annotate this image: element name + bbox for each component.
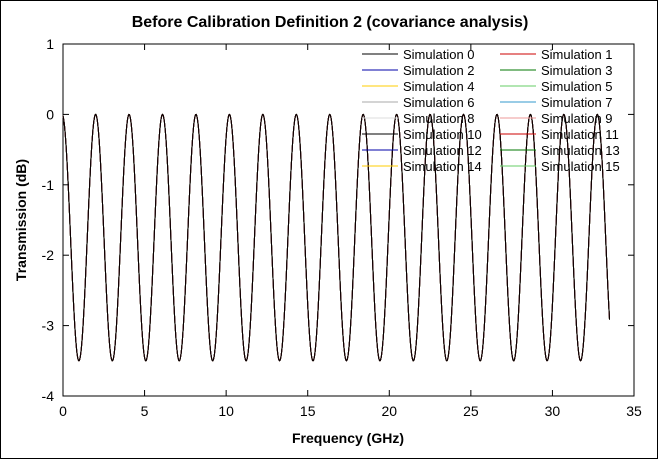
y-tick-label: -4 xyxy=(42,388,55,404)
legend-label: Simulation 6 xyxy=(403,95,475,110)
legend-label: Simulation 13 xyxy=(541,143,620,158)
x-tick-label: 20 xyxy=(381,403,397,419)
x-tick-label: 10 xyxy=(218,403,234,419)
legend-label: Simulation 5 xyxy=(541,79,613,94)
x-tick-label: 35 xyxy=(626,403,642,419)
legend-label: Simulation 7 xyxy=(541,95,613,110)
chart-title: Before Calibration Definition 2 (covaria… xyxy=(132,14,529,31)
legend-label: Simulation 14 xyxy=(403,159,482,174)
legend-label: Simulation 11 xyxy=(541,127,619,142)
legend-label: Simulation 0 xyxy=(403,47,475,62)
x-axis-ticks: 0 5 10 15 20 25 30 35 xyxy=(59,44,642,419)
y-tick-label: 0 xyxy=(46,106,54,122)
legend-label: Simulation 4 xyxy=(403,79,475,94)
x-tick-label: 15 xyxy=(300,403,316,419)
curves-group xyxy=(62,113,611,362)
x-axis-label: Frequency (GHz) xyxy=(292,430,404,446)
x-tick-label: 30 xyxy=(545,403,561,419)
y-tick-label: -3 xyxy=(42,318,55,334)
legend-label: Simulation 8 xyxy=(403,111,475,126)
legend-label: Simulation 10 xyxy=(403,127,482,142)
x-tick-label: 0 xyxy=(59,403,67,419)
y-tick-label: -1 xyxy=(42,177,55,193)
legend-label: Simulation 12 xyxy=(403,143,482,158)
y-tick-label: 1 xyxy=(46,36,54,52)
plot-area xyxy=(62,43,635,397)
y-tick-label: -2 xyxy=(42,247,55,263)
series-line xyxy=(62,113,611,362)
x-tick-label: 5 xyxy=(141,403,149,419)
legend-label: Simulation 3 xyxy=(541,63,613,78)
legend-label: Simulation 2 xyxy=(403,63,475,78)
legend-label: Simulation 9 xyxy=(541,111,613,126)
y-axis-label: Transmission (dB) xyxy=(13,159,29,281)
legend-label: Simulation 15 xyxy=(541,159,620,174)
legend-label: Simulation 1 xyxy=(541,47,613,62)
x-tick-label: 25 xyxy=(463,403,479,419)
y-axis-ticks: 1 0 -1 -2 -3 -4 xyxy=(42,36,634,404)
